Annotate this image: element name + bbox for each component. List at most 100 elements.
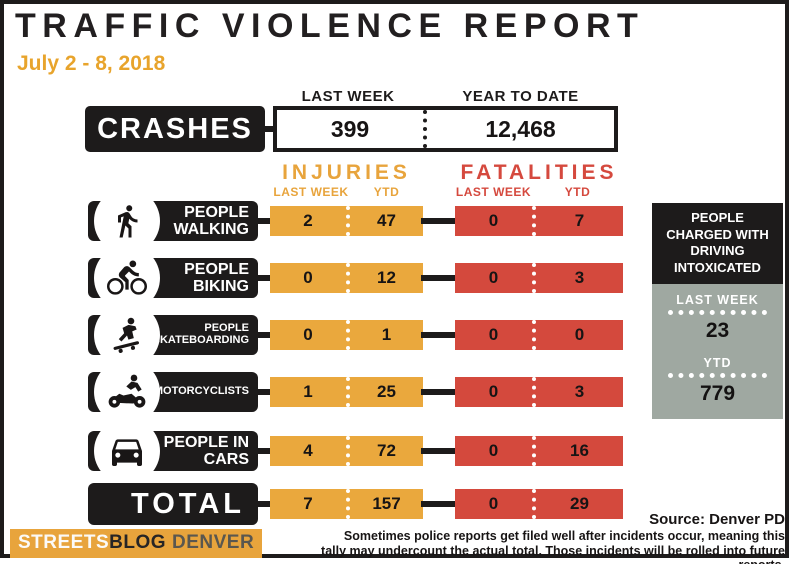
skateboard-icon [100,308,154,362]
date-range: July 2 - 8, 2018 [17,52,166,75]
dotted-divider [668,309,767,315]
connector-line [256,501,272,507]
fatalities-box: 0 3 [455,377,623,407]
crashes-ytd-value: 12,468 [423,110,614,148]
connector-line [421,501,457,507]
dui-ytd-label: YTD [703,355,732,370]
injuries-ytd-value: 12 [346,263,423,293]
fatalities-box: 0 7 [455,206,623,236]
crashes-last-week-header: LAST WEEK [301,88,395,105]
injuries-box: 1 25 [270,377,423,407]
injuries-last-week-subheader: LAST WEEK [273,185,349,199]
dui-last-week-label: LAST WEEK [676,292,759,307]
fatalities-ytd-value: 3 [532,377,623,407]
fatalities-ytd-value: 29 [532,489,623,519]
fatalities-last-week-value: 0 [488,325,499,344]
fatalities-last-week-value: 0 [488,441,499,460]
category-label: PEOPLE IN CARS [163,433,249,468]
category-chip: PEOPLE BIKING [88,251,258,305]
source-attribution: Source: Denver PD [649,511,785,528]
crashes-label-chip: CRASHES [85,106,265,152]
motorcycle-icon [100,365,154,419]
row-people-in-cars: PEOPLE IN CARS 4 72 0 16 [0,424,800,488]
category-chip: MOTORCYCLISTS [88,365,258,419]
injuries-last-week-value: 4 [303,441,313,460]
fatalities-box: 0 29 [455,489,623,519]
crashes-last-week-value: 399 [330,115,370,142]
connector-line [421,448,457,454]
injuries-box: 0 12 [270,263,423,293]
connector-line [421,218,457,224]
total-label-chip: TOTAL [88,483,258,525]
injuries-ytd-value: 47 [346,206,423,236]
crashes-ytd-header: YEAR TO DATE [462,88,579,105]
dotted-divider [668,372,767,378]
injuries-ytd-value: 25 [346,377,423,407]
fatalities-box: 0 16 [455,436,623,466]
injuries-ytd-value: 1 [346,320,423,350]
row-people-skateboarding: PEOPLE SKATEBOARDING 0 1 0 0 [0,308,800,372]
fatalities-last-week-value: 0 [488,211,499,230]
page-title: TRAFFIC VIOLENCE REPORT [15,7,645,45]
connector-line [256,332,272,338]
logo-denver: DENVER [172,532,255,553]
car-icon [100,424,154,478]
row-total: TOTAL 7 157 0 29 [0,483,800,540]
injuries-column-header: INJURIES [282,161,411,184]
dui-panel-title: PEOPLE CHARGED WITH DRIVING INTOXICATED [652,203,783,284]
fatalities-ytd-value: 16 [532,436,623,466]
injuries-box: 2 47 [270,206,423,236]
fatalities-ytd-subheader: YTD [564,185,591,199]
injuries-last-week-value: 2 [303,211,313,230]
connector-line [421,275,457,281]
injuries-box: 0 1 [270,320,423,350]
injuries-ytd-subheader: YTD [373,185,400,199]
injuries-box: 7 157 [270,489,423,519]
row-people-biking: PEOPLE BIKING 0 12 0 3 [0,251,800,315]
connector-line [421,389,457,395]
category-label: PEOPLE BIKING [184,260,249,295]
crashes-value-box: 399 12,468 [273,106,618,152]
logo-blog: BLOG [109,532,167,553]
dui-ytd-value: 779 [699,381,736,405]
injuries-last-week-value: 1 [303,382,313,401]
injuries-last-week-value: 7 [303,494,313,513]
fatalities-last-week-subheader: LAST WEEK [455,185,532,199]
fatalities-last-week-value: 0 [488,494,499,513]
logo-streets: STREETS [18,532,110,553]
connector-line [256,389,272,395]
fatalities-ytd-value: 7 [532,206,623,236]
connector-line [256,448,272,454]
fatalities-box: 0 0 [455,320,623,350]
crashes-connector-line [262,126,277,132]
dui-panel-body: LAST WEEK 23 YTD 779 [652,283,783,419]
fatalities-ytd-value: 0 [532,320,623,350]
fatalities-ytd-value: 3 [532,263,623,293]
injuries-ytd-value: 72 [346,436,423,466]
category-chip: PEOPLE WALKING [88,194,258,248]
disclaimer-text: Sometimes police reports get filed well … [321,529,785,564]
category-chip: PEOPLE IN CARS [88,424,258,478]
fatalities-column-header: FATALITIES [460,161,618,184]
fatalities-last-week-value: 0 [488,268,499,287]
pedestrian-icon [100,194,154,248]
category-label: PEOPLE SKATEBOARDING [152,322,250,346]
bicycle-icon [100,251,154,305]
row-motorcyclists: MOTORCYCLISTS 1 25 0 3 [0,365,800,429]
fatalities-last-week-value: 0 [488,382,499,401]
injuries-last-week-value: 0 [303,268,313,287]
connector-line [256,275,272,281]
dui-last-week-value: 23 [705,318,730,342]
category-chip: PEOPLE SKATEBOARDING [88,308,258,362]
streetsblog-denver-logo: STREETSBLOG DENVER [10,529,263,558]
fatalities-box: 0 3 [455,263,623,293]
injuries-ytd-value: 157 [346,489,423,519]
connector-line [421,332,457,338]
category-label: MOTORCYCLISTS [153,385,249,398]
connector-line [256,218,272,224]
injuries-box: 4 72 [270,436,423,466]
category-label: PEOPLE WALKING [173,203,249,238]
row-people-walking: PEOPLE WALKING 2 47 0 7 [0,194,800,258]
injuries-last-week-value: 0 [303,325,313,344]
